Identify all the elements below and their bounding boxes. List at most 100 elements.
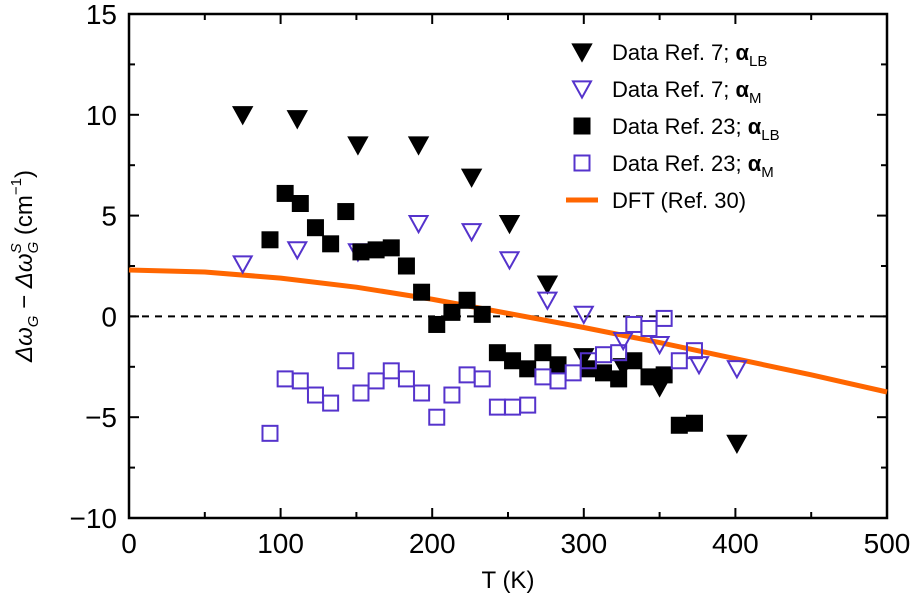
x-tick-label: 400	[712, 528, 759, 559]
ticks: 0 100 200 300 400 500 −10 −5 0 5 10 15	[70, 0, 911, 559]
data-point-series-4	[352, 384, 370, 402]
legend-item: DFT (Ref. 30)	[566, 188, 746, 213]
markers	[232, 106, 748, 455]
data-point-series-4	[413, 384, 431, 402]
x-tick-label: 500	[864, 528, 911, 559]
data-point-series-4	[564, 364, 582, 382]
y-axis-title: ΔωG − ΔωSG (cm−1)	[8, 170, 42, 363]
data-point-series-3	[458, 291, 476, 309]
data-point-series-4	[397, 370, 415, 388]
data-point-series-4	[428, 408, 446, 426]
data-point-series-4	[625, 315, 643, 333]
data-point-series-4	[534, 368, 552, 386]
data-point-series-3	[352, 243, 370, 261]
data-point-series-4	[473, 370, 491, 388]
data-point-series-4	[549, 372, 567, 390]
legend-marker	[571, 80, 593, 100]
data-point-series-4	[443, 386, 461, 404]
data-point-series-4	[610, 344, 628, 362]
data-point-series-3	[276, 184, 294, 202]
data-point-series-2	[536, 291, 559, 311]
y-tick-label: 10	[86, 100, 117, 131]
data-point-series-3	[367, 241, 385, 259]
data-point-series-3	[473, 305, 491, 323]
legend-label: DFT (Ref. 30)	[612, 188, 746, 213]
legend-label: Data Ref. 23; αLB	[612, 114, 780, 144]
data-point-series-3	[655, 366, 673, 384]
data-point-series-3	[306, 219, 324, 237]
legend-item: Data Ref. 7; αM	[571, 77, 762, 107]
data-point-series-1	[726, 434, 748, 455]
data-point-series-3	[261, 231, 279, 249]
data-point-series-4	[670, 352, 688, 370]
data-point-series-3	[322, 235, 340, 253]
y-tick-label: 5	[101, 201, 117, 232]
data-point-series-2	[286, 241, 308, 261]
data-point-series-2	[688, 356, 710, 376]
data-point-series-3	[625, 352, 643, 370]
data-point-series-3	[337, 203, 355, 221]
data-point-series-3	[488, 344, 506, 362]
data-point-series-1	[460, 168, 483, 188]
legend-label: Data Ref. 23; αM	[612, 151, 774, 181]
data-point-series-4	[367, 372, 385, 390]
data-point-series-4	[655, 309, 673, 327]
data-point-series-3	[519, 360, 537, 378]
x-tick-label: 0	[121, 528, 137, 559]
data-point-series-3	[670, 416, 688, 434]
x-axis-title: T (K)	[482, 567, 535, 594]
legend-marker	[571, 43, 593, 63]
data-point-series-3	[397, 257, 415, 275]
data-point-series-1	[286, 110, 308, 130]
data-point-series-4	[458, 366, 476, 384]
data-point-series-2	[407, 215, 430, 235]
data-point-series-2	[648, 335, 671, 356]
data-point-series-3	[534, 344, 552, 362]
data-point-series-1	[347, 136, 369, 156]
data-point-series-4	[519, 396, 537, 414]
x-tick-label: 200	[409, 528, 456, 559]
data-point-series-1	[536, 275, 559, 295]
data-point-series-3	[610, 370, 628, 388]
x-tick-label: 100	[257, 528, 304, 559]
data-point-series-4	[306, 386, 324, 404]
curve-layer	[128, 267, 888, 395]
y-tick-label: 0	[101, 301, 117, 332]
legend-item: Data Ref. 23; αLB	[573, 114, 780, 144]
data-point-series-1	[498, 215, 521, 235]
data-point-series-3	[595, 364, 613, 382]
data-point-series-1	[232, 106, 254, 126]
y-tick-label: −10	[70, 503, 118, 534]
y-tick-label: −5	[85, 402, 117, 433]
data-point-series-3	[504, 352, 522, 370]
data-point-series-4	[488, 398, 506, 416]
data-point-series-2	[573, 305, 595, 325]
data-point-series-3	[428, 315, 446, 333]
legend-marker	[573, 154, 591, 172]
data-point-series-3	[291, 195, 309, 213]
data-point-series-1	[407, 136, 430, 156]
legend-item: Data Ref. 23; αM	[573, 151, 774, 181]
legend-label: Data Ref. 7; αLB	[612, 40, 767, 70]
dft-curve	[128, 267, 888, 395]
data-point-series-4	[291, 372, 309, 390]
data-point-series-4	[337, 352, 355, 370]
x-tick-label: 300	[560, 528, 607, 559]
data-point-series-4	[322, 394, 340, 412]
data-point-series-2	[232, 255, 254, 275]
data-point-series-3	[640, 368, 658, 386]
legend-label: Data Ref. 7; αM	[612, 77, 762, 107]
y-tick-label: 15	[86, 0, 117, 30]
data-point-series-3	[413, 283, 431, 301]
data-point-series-2	[460, 223, 483, 243]
data-point-series-4	[640, 319, 658, 337]
data-point-series-4	[504, 398, 522, 416]
data-point-series-2	[726, 360, 748, 380]
data-point-series-4	[685, 342, 703, 360]
legend-marker	[573, 117, 591, 135]
data-point-series-3	[549, 356, 567, 374]
data-point-series-4	[261, 424, 279, 442]
data-point-series-3	[443, 303, 461, 321]
data-point-series-4	[595, 346, 613, 364]
